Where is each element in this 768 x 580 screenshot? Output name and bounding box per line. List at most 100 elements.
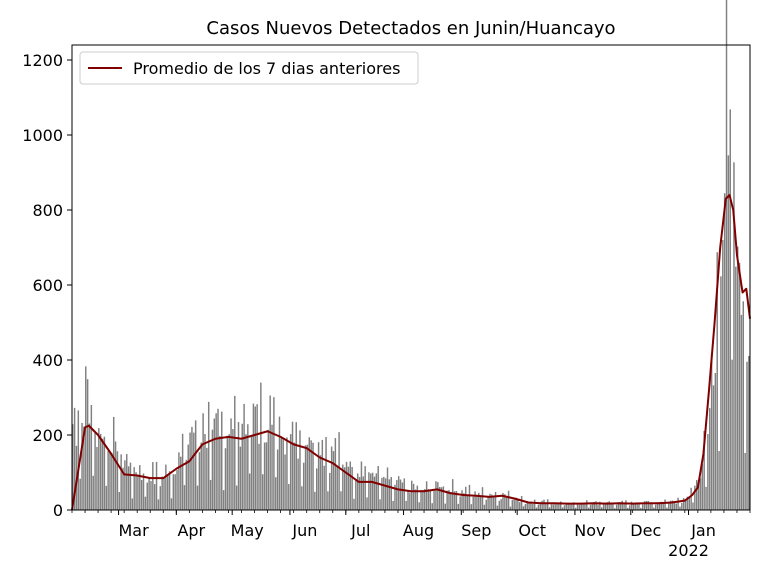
bar (271, 424, 273, 510)
bar (390, 476, 392, 510)
bar (204, 434, 206, 510)
bar (405, 500, 407, 510)
bar (101, 438, 104, 510)
bar (492, 497, 495, 510)
bar (99, 433, 102, 510)
bar (643, 501, 646, 510)
bar (465, 486, 467, 510)
bar (226, 435, 229, 510)
x-tick-label: May (231, 521, 264, 540)
bar (234, 395, 236, 510)
bar (302, 462, 305, 510)
bar (81, 422, 83, 510)
bar (505, 497, 508, 510)
bar (291, 421, 294, 510)
bar (690, 487, 692, 510)
bar (343, 467, 346, 510)
bar (237, 422, 240, 510)
bar (111, 453, 113, 510)
bar (139, 465, 141, 510)
bar (86, 379, 89, 510)
bar (694, 485, 696, 510)
bar (692, 502, 694, 510)
bar (530, 501, 532, 510)
bar (632, 502, 635, 510)
bar (358, 477, 361, 510)
bar (731, 359, 733, 510)
bar (722, 239, 724, 511)
bar (565, 504, 568, 510)
bar (476, 495, 478, 510)
bar (487, 497, 489, 510)
bar (707, 434, 709, 510)
bar (366, 497, 368, 510)
bar (675, 503, 677, 510)
bar (286, 437, 288, 510)
bar (207, 401, 210, 510)
bar (77, 410, 80, 510)
bar (524, 504, 527, 510)
bar (150, 481, 152, 510)
bar (222, 490, 225, 510)
x-tick-label: Mar (118, 521, 149, 540)
bar (427, 489, 430, 510)
bar (388, 479, 391, 510)
x-tick-label: Dec (630, 521, 661, 540)
bar (517, 499, 519, 510)
bar (539, 502, 541, 510)
bar (347, 466, 350, 510)
bar (338, 432, 340, 510)
bar (468, 484, 471, 510)
bar (656, 502, 659, 510)
bar (522, 506, 525, 510)
bar (397, 476, 400, 510)
x-tick-label: Jan (690, 521, 716, 540)
bar (370, 473, 372, 510)
bar (716, 252, 718, 510)
bar (455, 491, 458, 510)
bar (576, 504, 579, 510)
bar (502, 493, 504, 510)
bar (733, 162, 735, 510)
bar (552, 504, 555, 510)
bar (511, 499, 514, 510)
bar (474, 491, 476, 510)
bar (610, 504, 612, 510)
bar (282, 438, 284, 510)
bar (500, 499, 502, 510)
bar (122, 467, 124, 510)
bar (163, 477, 165, 510)
bar (543, 499, 545, 510)
bar (381, 477, 383, 510)
bar (403, 478, 406, 510)
bar (451, 479, 454, 510)
bar (671, 500, 674, 510)
bar (571, 503, 573, 510)
bar (293, 442, 296, 510)
bar (83, 426, 85, 510)
bar (98, 428, 100, 510)
bar (85, 366, 87, 510)
bar (256, 404, 258, 510)
bar (574, 507, 577, 510)
bar (677, 497, 679, 510)
bar (379, 499, 381, 510)
bar (450, 491, 452, 510)
bar (187, 444, 189, 510)
bar (729, 109, 731, 511)
bar (507, 490, 510, 510)
bar (142, 473, 145, 510)
bar (392, 500, 394, 510)
bar (742, 301, 745, 510)
bar (612, 503, 614, 510)
bar (254, 406, 257, 510)
bar (126, 454, 128, 510)
legend-label: Promedio de los 7 dias anteriores (133, 59, 400, 78)
bar (412, 483, 415, 510)
bar (304, 445, 307, 510)
bar (129, 462, 132, 510)
bar (180, 456, 182, 510)
y-tick-label: 600 (32, 276, 63, 295)
x-tick-label: Apr (177, 521, 205, 540)
